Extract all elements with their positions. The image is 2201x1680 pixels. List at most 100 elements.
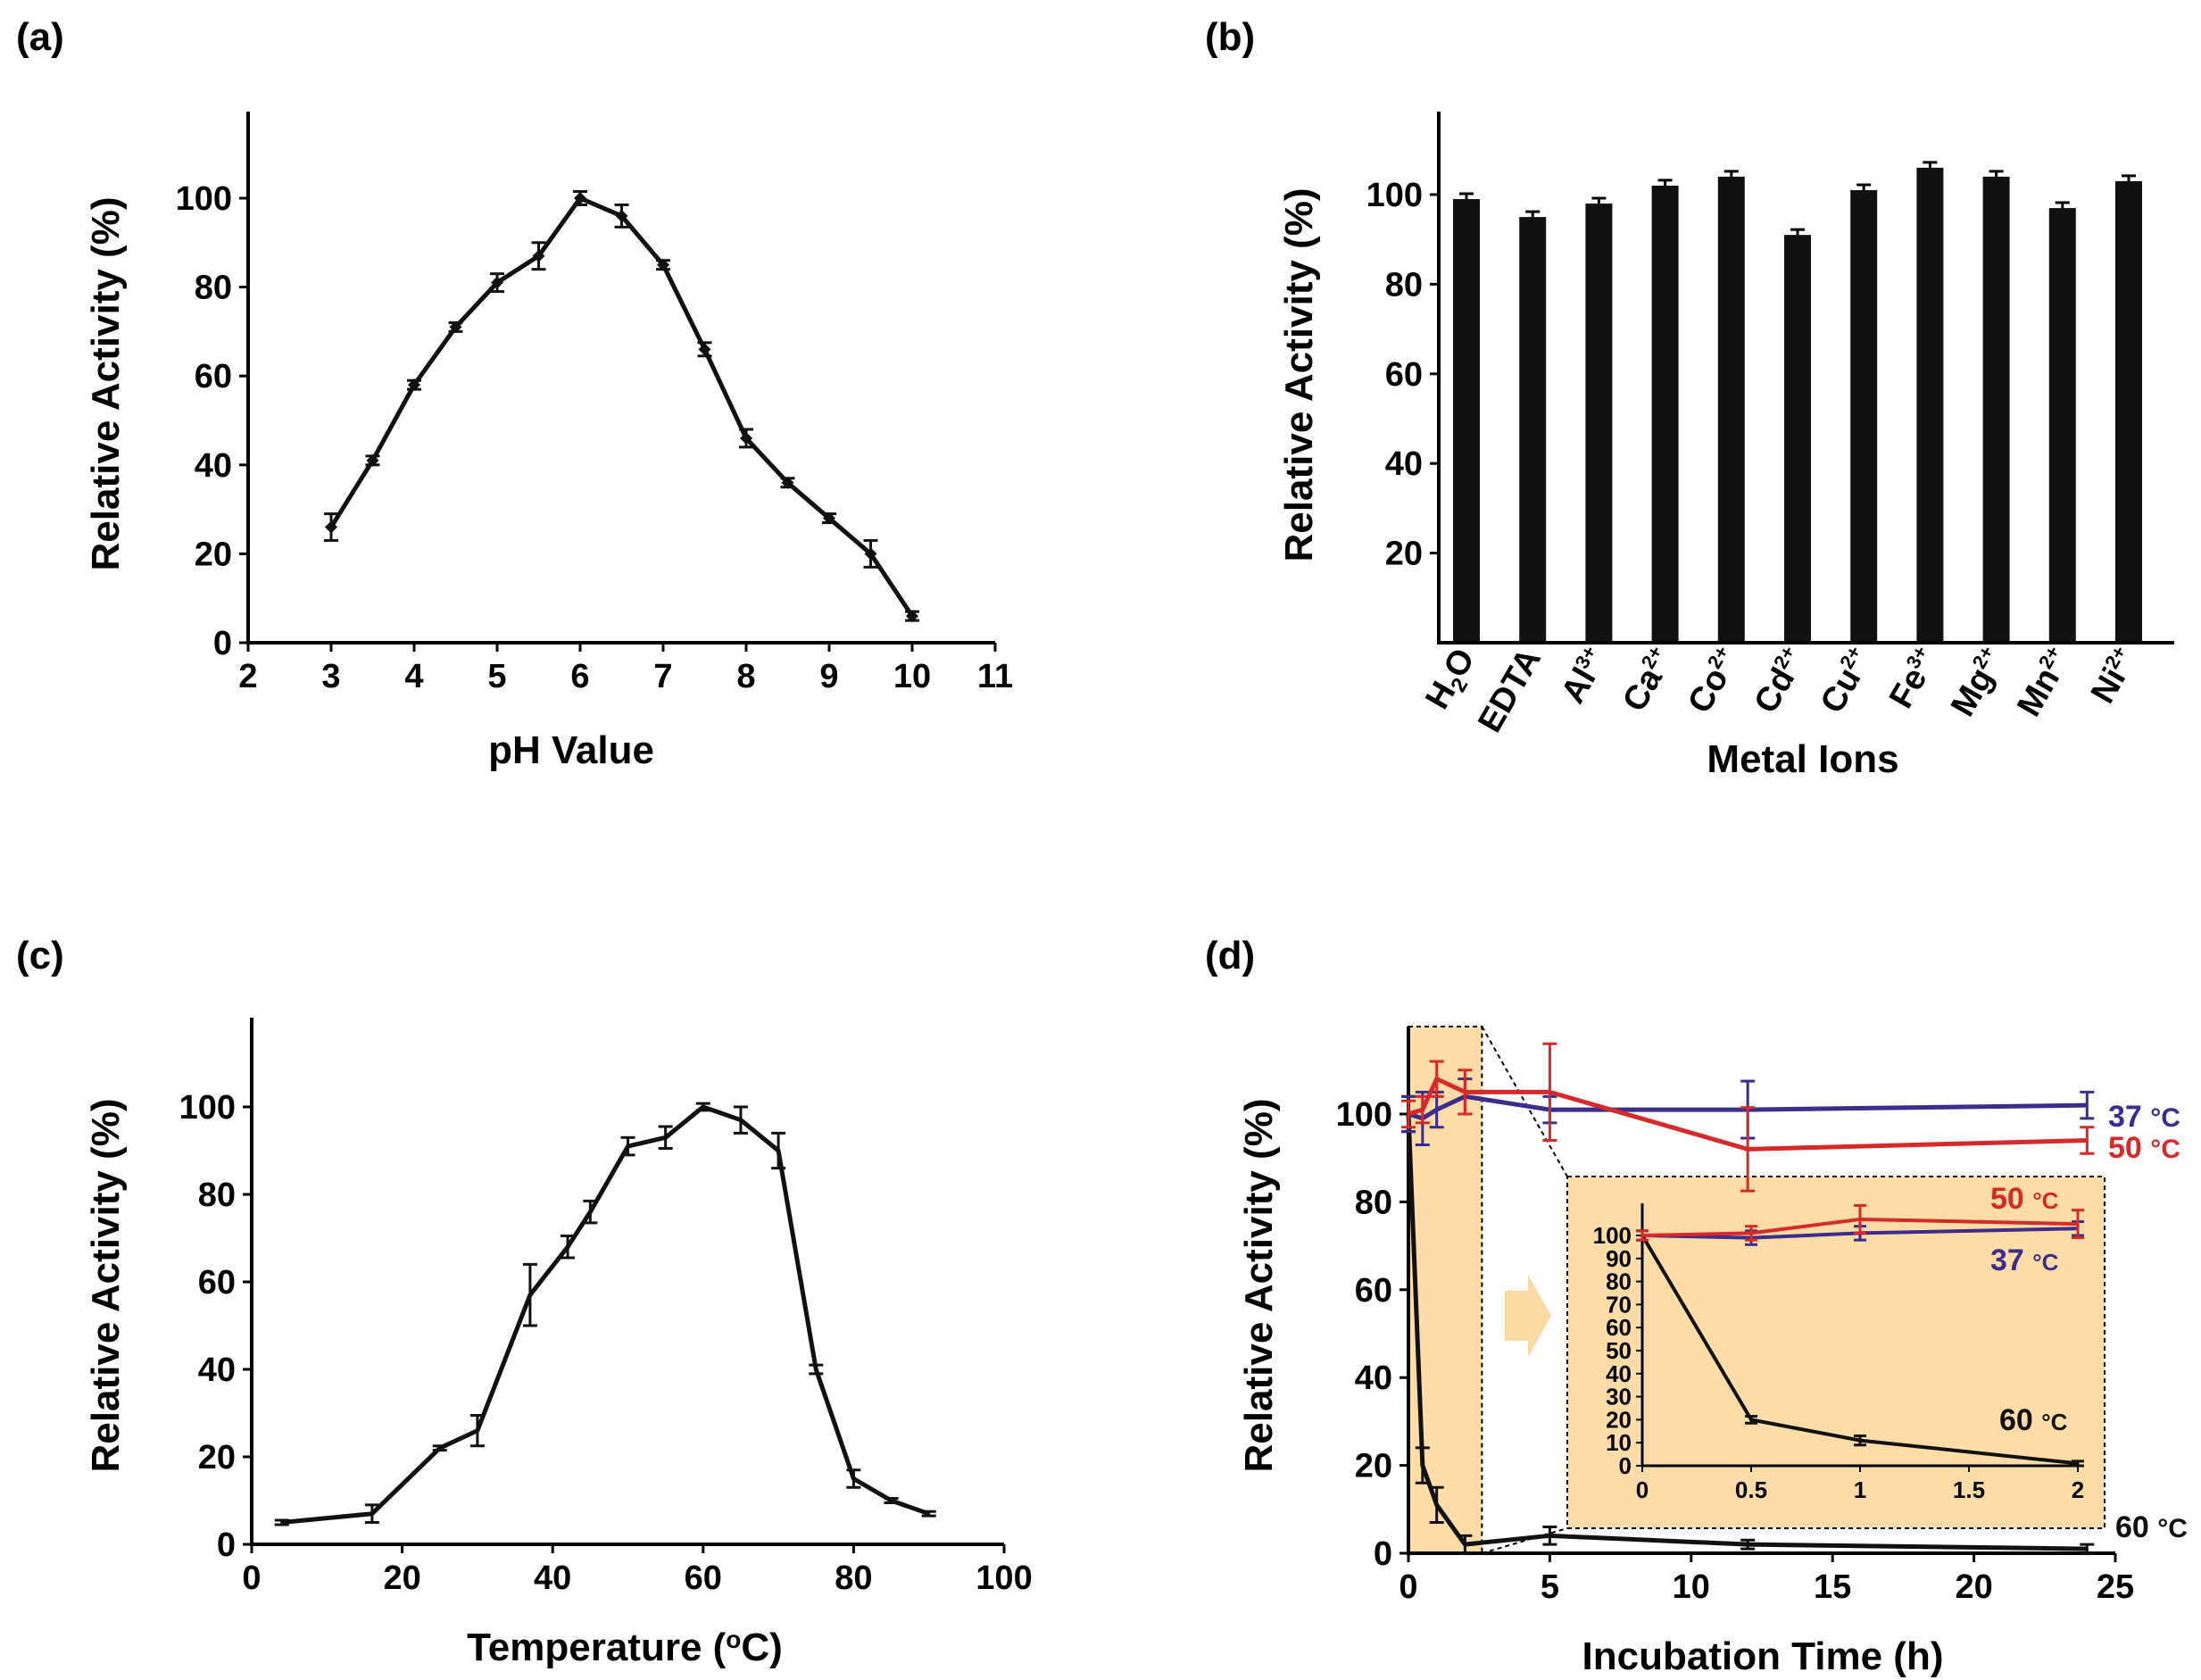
x-tick-label-d: 20 [1955,1568,1992,1606]
x-tick-label-d: 15 [1814,1568,1851,1606]
inset-y-tick-label-d: 30 [1606,1384,1632,1410]
y-tick-label-d: 40 [1355,1360,1392,1397]
category-label-b: EDTA [1471,643,1549,739]
x-tick-label-d: 5 [1541,1568,1559,1606]
inset-series-label-d: 60 °C [1999,1403,2068,1437]
category-label-base-b: Mg [1944,661,2001,723]
y-tick-label-c: 80 [198,1177,236,1214]
y-tick-label-b: 20 [1385,536,1423,573]
x-tick-label-a: 11 [977,658,1013,695]
category-label-b: Mn2+ [2009,642,2078,723]
y-tick-label-a: 60 [195,358,232,395]
category-label-base-b: Mn [2010,661,2067,723]
x-tick-label-a: 3 [321,658,340,695]
x-tick-label-a: 2 [238,658,257,695]
category-label-base-b: Ca [1615,661,1670,718]
series-line-a [331,198,912,616]
y-tick-label-b: 80 [1385,266,1423,304]
x-tick-label-c: 80 [835,1559,872,1597]
category-label-b: Ni2+ [2083,642,2145,710]
inset-x-tick-label-d: 2 [2072,1476,2084,1503]
chart-panel-b: 20406080100H2OEDTA Al3+Ca2+Co2+Cd2+Cu2+Fe… [1366,112,2174,739]
x-tick-label-a: 6 [570,658,589,695]
category-label-b: Ca2+ [1615,642,1681,718]
bar-b [1652,186,1679,643]
y-tick-label-a: 0 [213,625,232,662]
panel-label-b: (b) [1205,15,1255,59]
xlabel-c: Temperature (oC) [467,1626,783,1669]
y-tick-label-b: 60 [1385,356,1423,394]
inset-y-tick-label-d: 80 [1606,1268,1632,1295]
inset-y-tick-label-d: 70 [1606,1291,1632,1318]
series-label-unit-d: °C [2150,1103,2180,1133]
inset-y-tick-label-d: 60 [1606,1314,1632,1341]
y-tick-label-b: 40 [1385,445,1423,483]
series-label-d: 50 °C [2108,1131,2180,1165]
inset-y-tick-label-d: 40 [1606,1360,1632,1387]
chart-panel-a: 0 20 40 60 80 100 2 3 4 5 6 7 8 9 10 11 [176,112,1013,695]
x-tick-label-a: 8 [736,658,755,695]
y-tick-label-a: 20 [195,536,232,573]
panel-label-c: (c) [16,934,64,977]
category-label-tail-b: O [1437,643,1483,685]
inset-series-label-unit-d: °C [2041,1409,2067,1435]
chart-panel-c: 0204060801000 20 40 60 80 100 [179,1018,1033,1597]
inset-x-tick-label-d: 0 [1636,1476,1649,1503]
y-tick-label-d: 60 [1355,1272,1392,1310]
x-tick-label-d: 0 [1399,1568,1417,1606]
category-label-b: Mg2+ [1943,642,2012,723]
inset-y-tick-label-d: 90 [1606,1245,1632,1272]
figure: (a) (b) (c) (d) 0204060801002 3 4 5 6 7 8 9 10 11… [0,0,2201,1680]
bar-b [1453,199,1480,643]
ylabel-b: Relative Activity (%) [1277,188,1321,562]
series-label-unit-d: °C [2157,1514,2188,1543]
bar-b [2049,208,2076,643]
series-label-d: 37 °C [2108,1100,2180,1134]
y-tick-label-a: 100 [176,180,232,218]
zoom-arrow-icon [1505,1275,1551,1357]
bar-b [1916,168,1943,643]
category-label-b: Cd2+ [1747,642,1814,719]
chart-panel-d: 0204060801000 5 10 15 20 2537 °C50 °C60 °C010… [1336,1027,2188,1606]
category-label-base-b: Co [1681,661,1736,719]
x-tick-label-a: 4 [404,658,423,695]
xlabel-c-sup: o [726,1626,741,1653]
category-label-b: Cu2+ [1813,642,1880,719]
series-label-num-d: 60 [2115,1510,2157,1544]
category-label-base-b: Cd [1748,661,1803,719]
series-label-num-d: 37 [2108,1100,2150,1134]
xlabel-c-main: Temperature ( [467,1626,726,1669]
xlabel-a: pH Value [488,728,654,772]
xlabel-b: Metal Ions [1707,737,1898,781]
xlabel-d: Incubation Time (h) [1582,1634,1944,1678]
inset-series-label-unit-d: °C [2032,1187,2058,1214]
x-tick-label-d: 25 [2097,1568,2134,1606]
bar-b [1519,217,1546,643]
category-label-base-b: Cu [1814,661,1869,719]
y-tick-label-c: 0 [217,1526,236,1564]
inset-series-label-num-d: 60 [1999,1403,2041,1437]
x-tick-label-c: 0 [242,1559,261,1597]
y-tick-label-c: 20 [198,1439,236,1476]
category-label-b: Al3+ [1553,642,1615,710]
inset-series-label-d: 37 °C [1990,1243,2059,1277]
series-label-d: 60 °C [2115,1510,2188,1544]
x-tick-label-c: 60 [685,1559,722,1597]
bar-b [1585,204,1612,643]
category-label-b: Fe3+ [1881,642,1946,715]
x-tick-label-a: 9 [819,658,838,695]
y-tick-label-a: 80 [195,270,232,307]
y-tick-label-d: 0 [1374,1535,1392,1573]
y-tick-label-b: 100 [1366,177,1423,214]
series-label-unit-d: °C [2150,1135,2180,1164]
inset-y-tick-label-d: 100 [1593,1222,1632,1249]
y-tick-label-d: 100 [1336,1096,1392,1134]
inset-x-tick-label-d: 0.5 [1735,1476,1767,1503]
inset-x-tick-label-d: 1 [1854,1476,1866,1503]
y-tick-label-d: 80 [1355,1184,1392,1221]
bar-b [2115,181,2142,643]
y-tick-label-c: 60 [198,1264,236,1302]
x-tick-label-c: 40 [534,1559,571,1597]
inset-x-tick-label-d: 1.5 [1953,1476,1985,1503]
category-label-b: H2O [1418,643,1486,718]
